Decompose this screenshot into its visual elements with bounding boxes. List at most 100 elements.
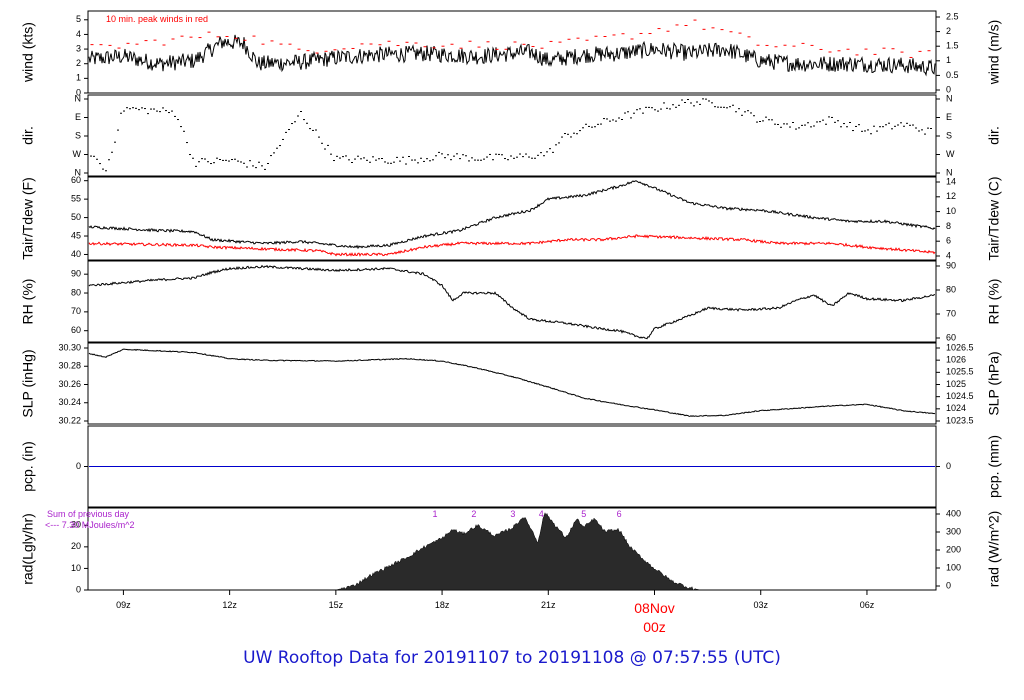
right-tick-label: 1.5 [946,41,959,51]
left-tick-label: 60 [71,325,81,335]
radiation-hour-mark: 6 [617,509,622,519]
left-tick-label: 30.26 [58,379,81,389]
series-line-temp-1 [88,234,936,257]
series-line-rh-0 [88,264,936,340]
left-tick-label: 1 [76,73,81,83]
panel-wind: wind (kts) wind (m/s) 0 1 2 3 4 5 0 0.5 1 1.5 2 2.5 10… [20,10,1002,97]
left-axis-label: dir. [20,126,36,145]
panel-slp: SLP (inHg) SLP (hPa) 30.22 30.24 30.26 30.28 3… [20,342,1002,425]
left-tick-label: W [73,149,82,159]
radiation-note-line-2: <--- 7.30 MJoules/m^2 [45,520,135,530]
right-axis-label: pcp. (mm) [986,435,1002,498]
left-tick-label: 40 [71,249,81,259]
right-tick-label: N [946,167,953,177]
left-tick-label: S [75,130,81,140]
radiation-hour-mark: 5 [581,509,586,519]
left-axis-label: wind (kts) [20,22,36,83]
radiation-note-line-1: Sum of previous day [47,509,130,519]
right-tick-label: 1026.5 [946,342,974,352]
x-tick-label: 18z [435,600,450,610]
right-tick-label: 2.5 [946,11,959,21]
left-tick-label: 30.24 [58,397,81,407]
right-axis-label: Tair/Tdew (C) [986,176,1002,260]
panel-frame [87,94,937,177]
right-tick-label: 1023.5 [946,415,974,425]
x-tick-label: 15z [329,600,344,610]
left-tick-label: 70 [71,306,81,316]
right-tick-label: 1024 [946,403,966,413]
x-tick-label: 09z [116,600,131,610]
left-tick-label: 60 [71,175,81,185]
right-tick-label: 0 [946,580,951,590]
right-tick-label: 1025 [946,379,966,389]
right-tick-label: W [946,149,955,159]
panels-group: wind (kts) wind (m/s)01234500.511.522.510… [20,10,1002,594]
left-tick-label: 30 [71,520,81,530]
right-tick-label: 400 [946,508,961,518]
peak-winds-annotation: 10 min. peak winds in red [106,14,208,24]
series-line-slp-0 [88,348,936,418]
right-tick-label: 90 [946,260,956,270]
date-marker-day: 08Nov [634,600,674,616]
date-marker-hour: 00z [643,619,666,635]
series-line-temp-0 [88,180,936,250]
right-tick-label: 2 [946,26,951,36]
left-tick-label: 45 [71,230,81,240]
x-tick-label: 21z [541,600,556,610]
right-tick-label: S [946,130,952,140]
left-tick-label: 0 [76,461,81,471]
right-tick-label: 1026 [946,355,966,365]
right-tick-label: 4 [946,250,951,260]
right-axis-label: rad (W/m^2) [986,511,1002,588]
left-tick-label: 0 [76,87,81,97]
right-tick-label: N [946,93,953,103]
right-axis-label: wind (m/s) [986,20,1002,86]
left-tick-label: 80 [71,287,81,297]
x-tick-label: 03z [753,600,768,610]
left-tick-label: 55 [71,194,81,204]
radiation-hour-mark: 2 [471,509,476,519]
panel-frame [87,10,937,94]
right-tick-label: 300 [946,526,961,536]
right-tick-label: 6 [946,236,951,246]
right-tick-label: 60 [946,332,956,342]
right-tick-label: 1025.5 [946,367,974,377]
left-tick-label: 30.22 [58,415,81,425]
radiation-hour-mark: 1 [432,509,437,519]
left-axis-label: RH (%) [20,279,36,325]
right-axis-label: RH (%) [986,279,1002,325]
panel-pcp: pcp. (in) pcp. (mm) 0 0 [20,425,1002,508]
series-line-wind-0 [88,34,936,77]
right-tick-label: 1 [946,55,951,65]
footer-title: UW Rooftop Data for 20191107 to 20191108… [243,648,781,668]
x-tick-label: 06z [860,600,875,610]
right-tick-label: 70 [946,308,956,318]
left-tick-label: 20 [71,541,81,551]
left-tick-label: 30.28 [58,361,81,371]
left-axis-label: pcp. (in) [20,441,36,492]
panel-rh: RH (%) RH (%) 60 70 80 90 60 70 80 90 [20,260,1002,343]
left-tick-label: 0 [76,584,81,594]
left-tick-label: N [75,93,82,103]
left-axis-label: SLP (inHg) [20,349,36,417]
left-tick-label: 5 [76,14,81,24]
panel-frame [87,260,937,343]
right-tick-label: 12 [946,191,956,201]
left-tick-label: N [75,167,82,177]
right-tick-label: 80 [946,284,956,294]
left-tick-label: E [75,112,81,122]
panel-frame [87,342,937,425]
time-axis: 09z 12z 15z 18z 21z 03z 06z 08Nov 00z [116,590,875,635]
right-tick-label: 100 [946,562,961,572]
right-tick-label: 8 [946,221,951,231]
right-tick-label: 200 [946,544,961,554]
left-tick-label: 3 [76,43,81,53]
left-tick-label: 30.30 [58,342,81,352]
left-tick-label: 4 [76,29,81,39]
right-tick-label: 0 [946,461,951,471]
radiation-hour-mark: 4 [539,509,544,519]
left-tick-label: 10 [71,563,81,573]
right-tick-label: 0.5 [946,70,959,80]
left-tick-label: 90 [71,269,81,279]
